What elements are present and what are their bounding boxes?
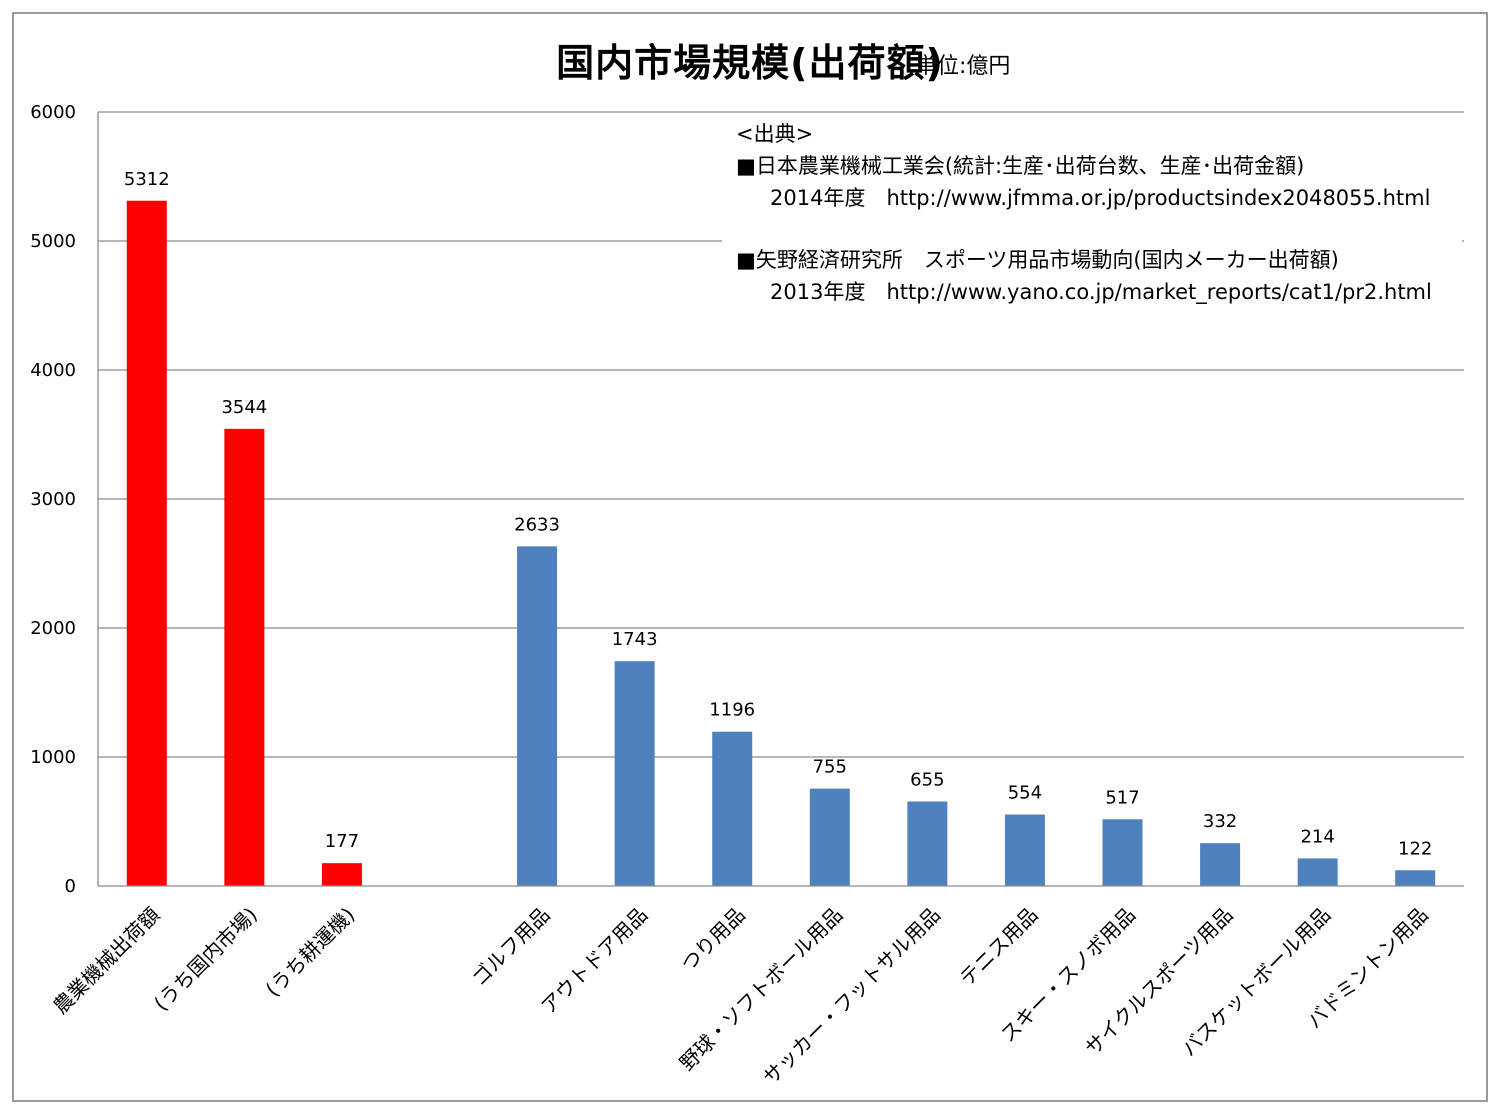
bar <box>1200 843 1241 886</box>
bar <box>517 546 558 886</box>
bar <box>809 788 850 886</box>
bar <box>1102 819 1143 886</box>
bar <box>126 200 167 886</box>
x-tick-label: (うち耕運機) <box>261 903 360 1002</box>
source-item-name: ■矢野経済研究所 スポーツ用品市場動向(国内メーカー出荷額) <box>736 248 1339 272</box>
data-label: 214 <box>1300 826 1334 847</box>
source-item-name: ■日本農業機械工業会(統計:生産･出荷台数、生産･出荷金額) <box>736 154 1305 178</box>
x-tick-label: ゴルフ用品 <box>467 903 555 991</box>
y-tick-label: 1000 <box>30 747 76 768</box>
source-box: <出典> ■日本農業機械工業会(統計:生産･出荷台数、生産･出荷金額) 2014… <box>722 118 1462 318</box>
bar <box>321 863 362 886</box>
bar <box>1004 814 1045 886</box>
bar <box>224 428 265 886</box>
bar <box>907 801 948 886</box>
data-label: 2633 <box>514 514 560 535</box>
data-label: 5312 <box>124 169 170 190</box>
data-label: 1743 <box>612 629 658 650</box>
y-tick-label: 2000 <box>30 618 76 639</box>
data-label: 755 <box>813 757 847 778</box>
bar <box>1297 858 1338 886</box>
y-tick-label: 6000 <box>30 102 76 123</box>
x-tick-label: つり用品 <box>676 903 750 977</box>
data-label: 3544 <box>221 397 267 418</box>
y-tick-label: 5000 <box>30 231 76 252</box>
y-tick-label: 3000 <box>30 489 76 510</box>
x-tick-label: (うち国内市場) <box>149 903 262 1016</box>
x-tick-label: 農業機械出荷額 <box>48 903 164 1019</box>
x-tick-label: サッカー・フットサル用品 <box>758 903 945 1090</box>
chart-title: 国内市場規模(出荷額) <box>556 41 944 85</box>
bar <box>614 661 655 886</box>
data-label: 517 <box>1105 787 1139 808</box>
data-label: 554 <box>1008 783 1042 804</box>
source-item-detail: 2013年度 http://www.yano.co.jp/market_repo… <box>770 280 1432 304</box>
data-label: 177 <box>325 831 359 852</box>
bar <box>1395 870 1436 886</box>
source-item-detail: 2014年度 http://www.jfmma.or.jp/productsin… <box>770 186 1431 210</box>
y-tick-label: 4000 <box>30 360 76 381</box>
bar <box>712 731 753 886</box>
data-label: 332 <box>1203 811 1237 832</box>
x-tick-label: テニス用品 <box>955 903 1043 991</box>
data-label: 655 <box>910 770 944 791</box>
x-tick-label: 野球・ソフトボール用品 <box>675 903 848 1076</box>
source-header: <出典> <box>736 122 814 146</box>
chart-title-wrap: 国内市場規模(出荷額) <box>0 32 1500 87</box>
data-label: 1196 <box>709 700 755 721</box>
y-tick-label: 0 <box>65 876 76 897</box>
chart-frame <box>12 12 1488 1102</box>
data-label: 122 <box>1398 838 1432 859</box>
unit-label: 単位:億円 <box>915 54 1011 79</box>
